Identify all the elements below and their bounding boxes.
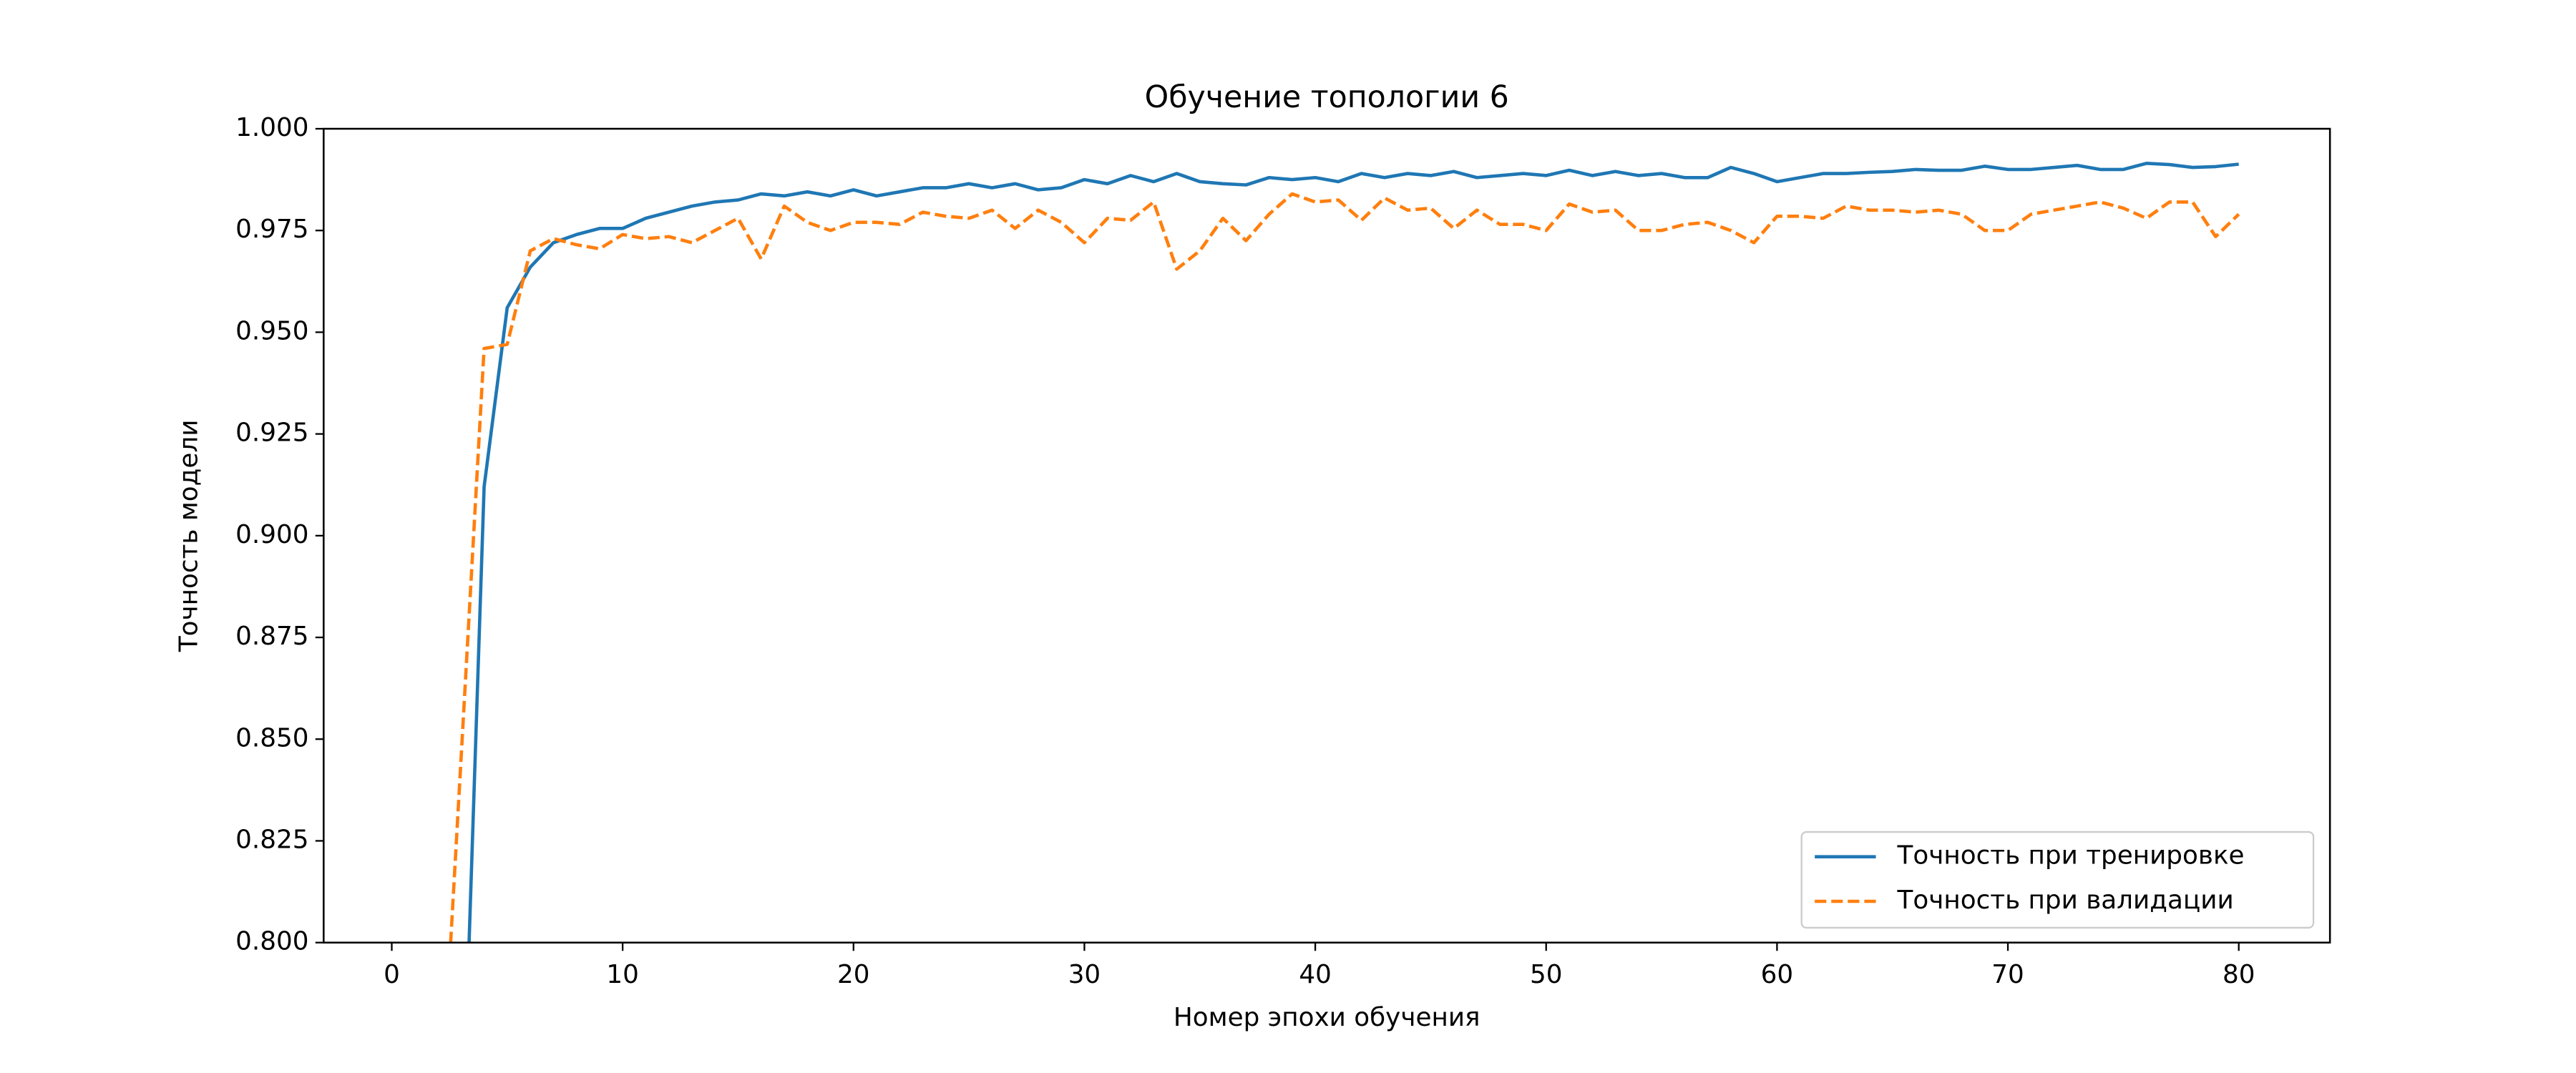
y-tick-label: 0.875 [235,622,308,651]
legend-box [1800,831,2315,929]
x-tick-label: 40 [1299,960,1332,989]
y-tick-label: 1.000 [235,113,308,142]
y-tick-label: 0.975 [235,215,308,244]
legend: Точность при тренировке Точность при вали… [1800,831,2315,929]
x-tick-label: 10 [606,960,639,989]
chart-title: Обучение топологии 6 [1145,79,1509,115]
x-tick-label: 50 [1530,960,1563,989]
legend-label: Точность при валидации [1897,886,2234,915]
data-line [449,192,2240,943]
y-tick-label: 0.950 [235,316,308,346]
y-tick-label: 0.800 [235,927,308,956]
y-tick-label: 0.825 [235,825,308,854]
x-tick-label: 60 [1761,960,1794,989]
y-tick-label: 0.925 [235,418,308,448]
x-tick-label: 30 [1068,960,1101,989]
y-tick-label: 0.900 [235,520,308,549]
x-tick-label: 80 [2223,960,2255,989]
x-tick-label: 0 [384,960,400,989]
data-line [467,162,2239,943]
y-tick-label: 0.850 [235,723,308,753]
x-tick-label: 20 [837,960,870,989]
plot-area [449,162,2240,943]
y-axis-label: Точность модели [174,420,203,653]
x-axis-label: Номер эпохи обучения [1174,1003,1480,1032]
legend-label: Точность при тренировке [1897,841,2245,871]
x-tick-label: 70 [1991,960,2024,989]
